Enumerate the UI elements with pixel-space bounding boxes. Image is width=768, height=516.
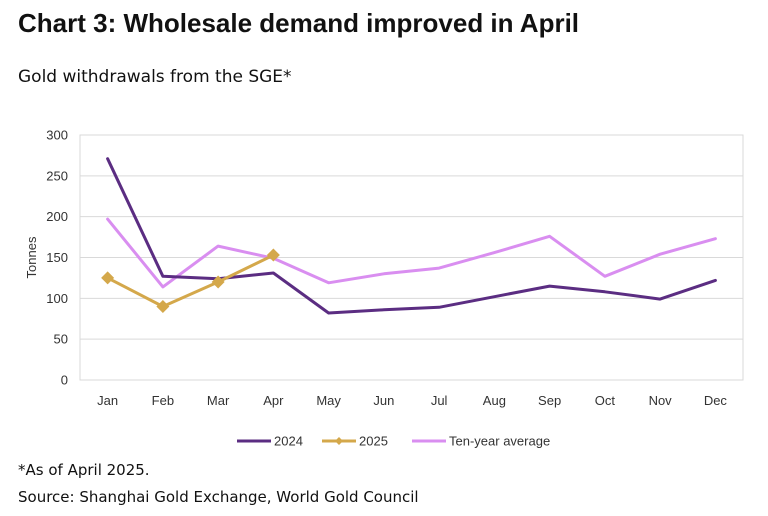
series-line-2024: [106, 157, 717, 315]
legend-label: 2025: [359, 434, 388, 449]
x-tick-label: Apr: [263, 393, 284, 408]
y-tick-label: 0: [61, 373, 68, 388]
source-note: Source: Shanghai Gold Exchange, World Go…: [18, 488, 419, 506]
legend-label: Ten-year average: [449, 434, 550, 449]
line-chart: 0 50 100 150 200 250 300 Jan Feb Mar Apr May Jun Jul A…: [24, 128, 744, 449]
y-tick-label: 300: [46, 128, 68, 143]
x-tick-label: Feb: [152, 393, 174, 408]
x-tick-label: Aug: [483, 393, 506, 408]
legend-marker: [335, 437, 343, 445]
x-tick-label: Mar: [207, 393, 230, 408]
x-tick-label: Dec: [704, 393, 728, 408]
y-axis-title: Tonnes: [24, 236, 39, 278]
legend-label: 2024: [274, 434, 303, 449]
y-tick-label: 50: [54, 332, 68, 347]
x-tick-label: Jan: [97, 393, 118, 408]
x-tick-label: Jul: [431, 393, 448, 408]
series-line-2025: [106, 253, 275, 308]
y-tick-label: 100: [46, 291, 68, 306]
x-tick-label: Oct: [595, 393, 616, 408]
x-tick-label: Jun: [373, 393, 394, 408]
data-point-2025: [266, 248, 280, 262]
data-point-2025: [156, 300, 170, 313]
y-tick-label: 200: [46, 209, 68, 224]
x-tick-label: Nov: [649, 393, 673, 408]
series-line-ten-year-average: [106, 217, 717, 289]
x-tick-label: May: [316, 393, 341, 408]
data-point-2025: [211, 275, 225, 289]
footnote: *As of April 2025.: [18, 461, 150, 479]
y-tick-label: 250: [46, 168, 68, 183]
plot-frame: [79, 134, 744, 381]
chart-subtitle: Gold withdrawals from the SGE*: [18, 67, 292, 87]
x-tick-label: Sep: [538, 393, 561, 408]
y-tick-label: 150: [46, 250, 68, 265]
data-point-2025: [101, 271, 115, 285]
chart-title: Chart 3: Wholesale demand improved in Ap…: [18, 8, 580, 38]
